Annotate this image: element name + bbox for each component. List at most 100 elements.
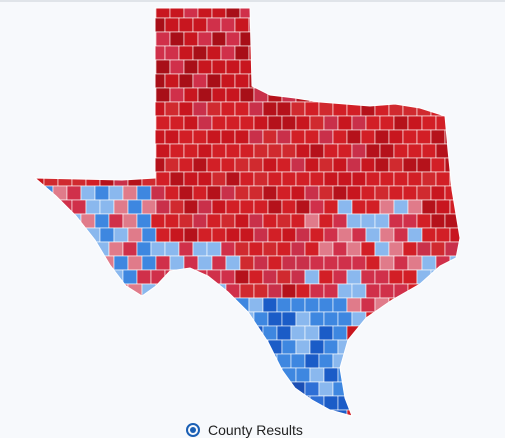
county bbox=[35, 395, 45, 411]
county bbox=[309, 8, 325, 19]
county bbox=[393, 8, 409, 19]
county bbox=[360, 213, 376, 229]
county bbox=[276, 269, 292, 285]
county bbox=[38, 157, 54, 173]
county bbox=[35, 353, 40, 369]
county bbox=[225, 311, 241, 327]
county bbox=[267, 227, 283, 243]
county bbox=[192, 17, 208, 33]
county bbox=[253, 8, 269, 19]
county bbox=[458, 185, 460, 201]
county bbox=[220, 157, 236, 173]
county bbox=[318, 45, 334, 61]
county bbox=[155, 115, 171, 131]
county bbox=[379, 311, 395, 327]
county bbox=[155, 227, 171, 243]
county bbox=[169, 367, 185, 383]
county bbox=[66, 101, 82, 117]
county bbox=[430, 157, 446, 173]
county bbox=[393, 87, 409, 103]
county bbox=[318, 213, 334, 229]
county bbox=[178, 101, 194, 117]
county bbox=[234, 17, 250, 33]
county bbox=[99, 115, 115, 131]
county bbox=[407, 339, 423, 355]
view-option[interactable]: County Results bbox=[186, 422, 303, 438]
county bbox=[150, 381, 166, 397]
county bbox=[150, 325, 166, 341]
county bbox=[178, 17, 194, 33]
county bbox=[402, 409, 418, 416]
county bbox=[407, 311, 423, 327]
county bbox=[57, 59, 73, 75]
county bbox=[66, 297, 82, 313]
county bbox=[99, 199, 115, 215]
county bbox=[225, 31, 241, 47]
county bbox=[220, 73, 236, 89]
county bbox=[295, 227, 311, 243]
county bbox=[393, 339, 409, 355]
county bbox=[393, 227, 409, 243]
county bbox=[80, 381, 96, 397]
county bbox=[337, 115, 353, 131]
county bbox=[388, 185, 404, 201]
county bbox=[374, 269, 390, 285]
county bbox=[38, 185, 54, 201]
county bbox=[71, 367, 87, 383]
county bbox=[402, 45, 418, 61]
county bbox=[262, 129, 278, 145]
county bbox=[379, 171, 395, 187]
radio-label[interactable]: County Results bbox=[208, 422, 303, 438]
county bbox=[192, 129, 208, 145]
county bbox=[239, 199, 255, 215]
county bbox=[127, 199, 143, 215]
county bbox=[449, 8, 460, 19]
county bbox=[304, 353, 320, 369]
county bbox=[155, 171, 171, 187]
county bbox=[393, 171, 409, 187]
county bbox=[206, 353, 222, 369]
county bbox=[192, 101, 208, 117]
county bbox=[332, 185, 348, 201]
county bbox=[290, 101, 306, 117]
county bbox=[234, 325, 250, 341]
county bbox=[267, 59, 283, 75]
county bbox=[155, 59, 171, 75]
county bbox=[35, 199, 45, 215]
county bbox=[290, 129, 306, 145]
county bbox=[52, 73, 68, 89]
county bbox=[35, 157, 40, 173]
county bbox=[113, 255, 129, 271]
county bbox=[449, 171, 460, 187]
county bbox=[332, 269, 348, 285]
radio-dot bbox=[190, 427, 196, 433]
county bbox=[435, 59, 451, 75]
county bbox=[122, 213, 138, 229]
county bbox=[80, 185, 96, 201]
county bbox=[309, 283, 325, 299]
county bbox=[122, 45, 138, 61]
county bbox=[164, 45, 180, 61]
county bbox=[94, 409, 110, 416]
county bbox=[360, 101, 376, 117]
county bbox=[57, 311, 73, 327]
county bbox=[43, 171, 59, 187]
county bbox=[211, 311, 227, 327]
county bbox=[211, 339, 227, 355]
county bbox=[122, 157, 138, 173]
county bbox=[206, 73, 222, 89]
county bbox=[318, 157, 334, 173]
county bbox=[351, 143, 367, 159]
county bbox=[43, 283, 59, 299]
county bbox=[262, 381, 278, 397]
county bbox=[248, 213, 264, 229]
county bbox=[211, 31, 227, 47]
county bbox=[253, 199, 269, 215]
county bbox=[318, 353, 334, 369]
county bbox=[464, 284, 478, 298]
county bbox=[337, 8, 353, 19]
county bbox=[43, 339, 59, 355]
radio-button[interactable] bbox=[186, 423, 200, 437]
county bbox=[351, 395, 367, 411]
county bbox=[85, 143, 101, 159]
